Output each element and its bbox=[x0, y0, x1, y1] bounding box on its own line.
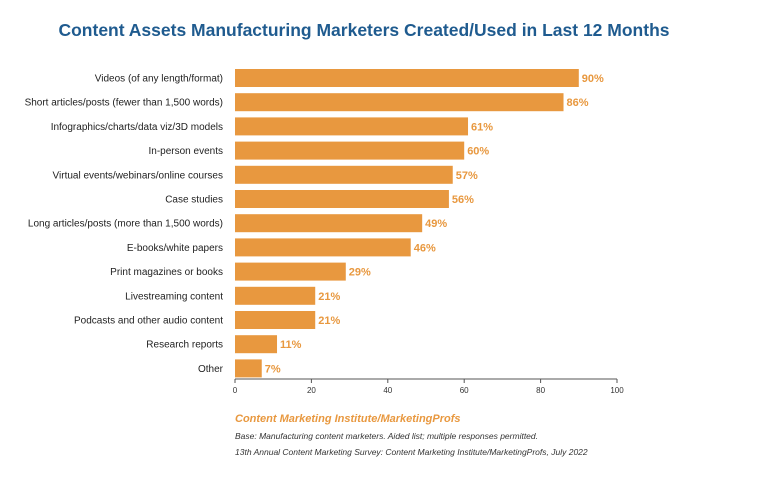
bar-in-person-events bbox=[235, 141, 465, 160]
x-tick-label-20: 20 bbox=[307, 386, 316, 395]
category-label-virtual-events-webinars-online-courses: Virtual events/webinars/online courses bbox=[53, 170, 223, 181]
category-label-podcasts-and-other-audio-content: Podcasts and other audio content bbox=[74, 316, 223, 327]
category-label-other: Other bbox=[198, 364, 224, 375]
bar-research-reports bbox=[235, 335, 278, 354]
x-axis: 0 20 40 60 80 100 bbox=[233, 378, 624, 395]
category-label-infographics-charts-data-viz-3d-models: Infographics/charts/data viz/3D models bbox=[51, 122, 223, 133]
bar-e-books-white-papers bbox=[235, 238, 411, 257]
bar-other bbox=[235, 359, 262, 378]
bar-short-articles-posts-fewer-than-1-500-words bbox=[235, 93, 564, 112]
category-label-print-magazines-or-books: Print magazines or books bbox=[110, 267, 223, 278]
x-tick-label-100: 100 bbox=[610, 386, 624, 395]
value-label-research-reports: 11% bbox=[280, 339, 302, 351]
bar-case-studies bbox=[235, 190, 449, 208]
x-tick-label-80: 80 bbox=[536, 386, 545, 395]
value-label-videos-of-any-length-format: 90% bbox=[582, 73, 604, 85]
value-label-print-magazines-or-books: 29% bbox=[349, 267, 371, 279]
category-label-research-reports: Research reports bbox=[146, 340, 223, 351]
category-label-e-books-white-papers: E-books/white papers bbox=[127, 243, 223, 254]
source-credit: Content Marketing Institute/MarketingPro… bbox=[235, 413, 461, 425]
base-note: Base: Manufacturing content marketers. A… bbox=[235, 431, 538, 441]
x-tick-label-0: 0 bbox=[233, 386, 238, 395]
bar-videos-of-any-length-format bbox=[235, 69, 579, 87]
category-label-videos-of-any-length-format: Videos (of any length/format) bbox=[95, 74, 223, 85]
value-label-virtual-events-webinars-online-courses: 57% bbox=[456, 170, 478, 182]
bar-podcasts-and-other-audio-content bbox=[235, 311, 316, 329]
category-label-livestreaming-content: Livestreaming content bbox=[125, 291, 223, 302]
x-tick-label-60: 60 bbox=[460, 386, 469, 395]
bar-long-articles-posts-more-than-1-500-words bbox=[235, 214, 423, 233]
value-label-long-articles-posts-more-than-1-500-words: 49% bbox=[425, 218, 447, 230]
value-label-short-articles-posts-fewer-than-1-500-words: 86% bbox=[567, 97, 589, 109]
category-label-long-articles-posts-more-than-1-500-words: Long articles/posts (more than 1,500 wor… bbox=[28, 219, 223, 230]
value-label-in-person-events: 60% bbox=[467, 146, 489, 158]
value-label-case-studies: 56% bbox=[452, 194, 474, 206]
bar-print-magazines-or-books bbox=[235, 262, 346, 281]
survey-note: 13th Annual Content Marketing Survey: Co… bbox=[235, 447, 588, 457]
bar-infographics-charts-data-viz-3d-models bbox=[235, 117, 469, 136]
bar-livestreaming-content bbox=[235, 286, 316, 305]
value-label-infographics-charts-data-viz-3d-models: 61% bbox=[471, 121, 493, 133]
x-tick-label-40: 40 bbox=[383, 386, 392, 395]
category-label-case-studies: Case studies bbox=[165, 195, 223, 206]
value-label-podcasts-and-other-audio-content: 21% bbox=[318, 315, 340, 327]
category-label-short-articles-posts-fewer-than-1-500-words: Short articles/posts (fewer than 1,500 w… bbox=[25, 98, 223, 109]
value-label-e-books-white-papers: 46% bbox=[414, 242, 436, 254]
bars-layer: Videos (of any length/format) 90% Short ar… bbox=[25, 69, 604, 378]
category-label-in-person-events: In-person events bbox=[149, 146, 224, 157]
value-label-other: 7% bbox=[265, 363, 281, 375]
chart-title: Content Assets Manufacturing Marketers C… bbox=[58, 20, 670, 40]
value-label-livestreaming-content: 21% bbox=[318, 291, 340, 303]
bar-virtual-events-webinars-online-courses bbox=[235, 165, 453, 184]
